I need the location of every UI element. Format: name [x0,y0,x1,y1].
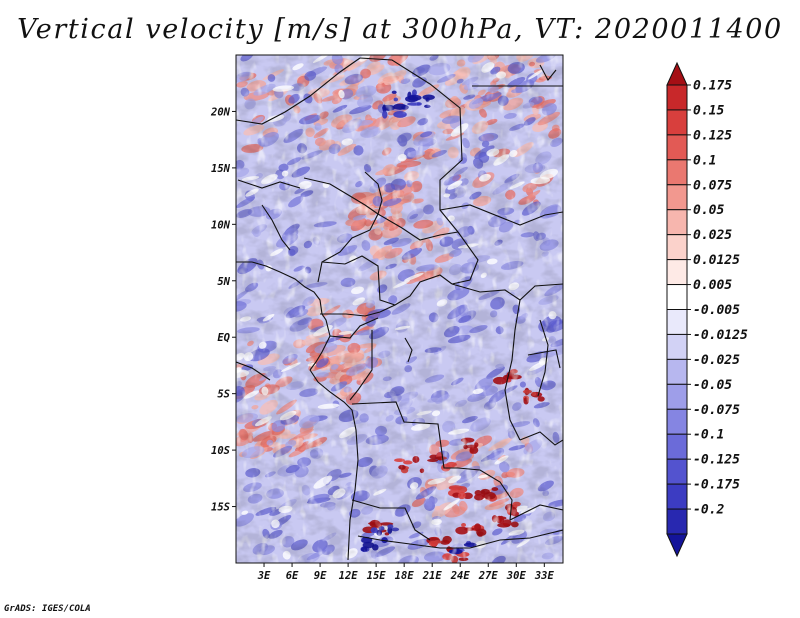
vertical-velocity-field [236,55,563,563]
lon-tick-label: 24E [450,570,471,582]
colorbar-label: -0.125 [693,453,740,468]
footer-credit: GrADS: IGES/COLA [4,604,91,614]
colorbar-label: -0.0125 [693,328,748,343]
colorbar-label: -0.05 [693,378,732,393]
colorbar-swatch [666,84,688,111]
chart-title: Vertical velocity [m/s] at 300hPa, VT: 2… [17,14,783,45]
colorbar-swatch [666,433,688,460]
lon-tick-label: 15E [367,570,387,582]
lat-tick-label: 10N [211,219,231,231]
colorbar: 0.175 0.15 0.125 0.1 0.075 0.05 0.025 0.0125 0.0… [666,61,748,558]
colorbar-label: -0.025 [693,353,740,368]
colorbar-label: -0.175 [693,478,740,493]
lon-tick-label: 33E [534,570,555,582]
lat-tick-label: 10S [211,445,230,457]
colorbar-swatch [666,309,688,335]
lon-tick-label: 12E [339,570,359,582]
colorbar-label: 0.125 [693,128,732,143]
colorbar-label: 0.15 [693,103,724,118]
colorbar-label: 0.075 [693,178,732,193]
colorbar-swatch [666,284,688,310]
lon-tick-label: 6E [286,570,299,582]
lat-tick-label: 20N [210,106,231,118]
colorbar-swatch [666,159,688,186]
lat-tick-label: EQ [217,332,230,344]
colorbar-label: 0.025 [693,228,732,243]
map-axes: 20N 15N 10N 5N EQ 5S 10S 15S 3E 6E 9E 12E 15E 18E 21E 2… [210,106,554,582]
colorbar-swatch [666,333,688,360]
lon-tick-label: 30E [506,570,527,582]
colorbar-label: -0.005 [693,303,740,318]
colorbar-swatch [666,533,688,558]
colorbar-swatch [666,209,688,236]
lat-tick-label: 5N [217,276,230,288]
colorbar-swatch [666,383,688,410]
colorbar-swatch [666,408,688,435]
country-borders [236,57,563,561]
lat-tick-label: 15S [211,502,230,514]
colorbar-swatch [666,259,688,286]
colorbar-label: -0.075 [693,403,740,418]
colorbar-label: -0.2 [693,503,724,518]
colorbar-label: 0.175 [693,79,732,94]
colorbar-swatch [666,508,688,535]
lat-tick-label: 15N [211,163,231,175]
colorbar-label: -0.1 [693,428,724,443]
colorbar-swatch [666,234,688,261]
colorbar-label: 0.05 [693,203,724,218]
lat-tick-label: 5S [217,389,230,401]
lon-tick-label: 21E [422,570,443,582]
colorbar-swatch [666,61,688,86]
colorbar-label: 0.005 [693,278,732,293]
colorbar-swatch [666,134,688,161]
colorbar-swatch [666,458,688,485]
colorbar-label: 0.1 [693,153,716,168]
lon-tick-label: 18E [395,570,415,582]
lon-tick-label: 27E [478,570,499,582]
colorbar-swatch [666,483,688,510]
lon-tick-label: 9E [314,570,327,582]
colorbar-label: 0.0125 [693,253,740,268]
colorbar-swatch [666,358,688,385]
colorbar-swatch [666,184,688,211]
colorbar-swatch [666,109,688,136]
plot-frame [235,54,564,564]
lon-tick-label: 3E [257,570,271,582]
